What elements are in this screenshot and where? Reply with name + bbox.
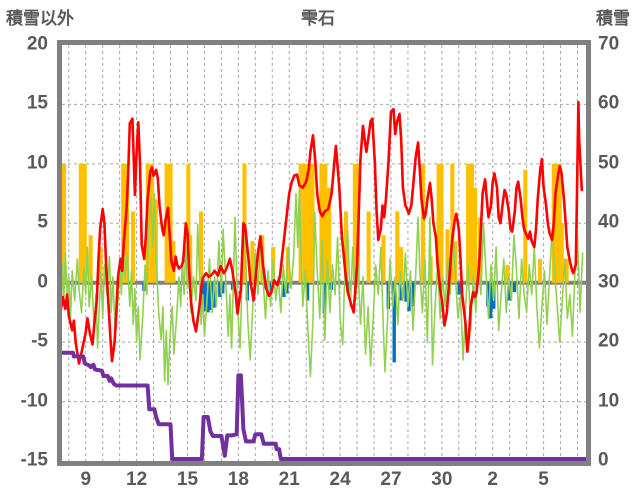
right-tick-label: 20: [598, 330, 620, 352]
orange-bars-bar: [395, 211, 400, 283]
snow-depth-path: [58, 350, 588, 461]
orange-bars-bar: [564, 258, 569, 283]
x-tick-label: 24: [329, 469, 351, 490]
orange-bars-bar: [168, 163, 173, 283]
orange-bars-bar: [88, 235, 93, 283]
blue-bars-bar: [398, 282, 402, 301]
x-tick-label: 30: [431, 469, 453, 490]
right-tick-label: 70: [598, 33, 620, 55]
x-tick-label: 27: [380, 469, 402, 490]
blue-bars-bar: [512, 282, 517, 293]
blue-bars-bar: [268, 282, 272, 293]
left-tick-label: 20: [26, 33, 48, 55]
orange-bars-bar: [450, 163, 455, 283]
orange-bars-bar: [466, 163, 471, 283]
orange-bars-bar: [505, 264, 510, 283]
blue-bars-bar: [489, 282, 493, 319]
x-tick-label: 21: [278, 469, 300, 490]
orange-bars-bar: [559, 223, 564, 283]
orange-bars-bar: [470, 163, 475, 283]
orange-bars-bar: [436, 163, 441, 283]
orange-bars-bar: [327, 187, 332, 283]
left-axis-title: 積雪以外: [6, 9, 74, 28]
chart-title: 雫石: [301, 9, 335, 28]
orange-bars-bar: [445, 229, 450, 283]
left-tick-label: 0: [37, 271, 48, 293]
right-tick-label: 30: [598, 271, 620, 293]
blue-bars-bar: [221, 282, 225, 294]
orange-bars-bar: [131, 211, 136, 283]
blue-bars-bar: [404, 282, 408, 302]
right-tick-label: 50: [598, 152, 620, 174]
orange-bars-bar: [121, 163, 126, 283]
x-tick-label: 12: [126, 469, 148, 490]
blue-bars-bar: [203, 282, 207, 312]
orange-bars-bar: [62, 163, 67, 283]
orange-bars-bar: [420, 163, 425, 283]
orange-bars-bar: [125, 163, 130, 283]
orange-bars-bar: [302, 163, 307, 283]
orange-bars-bar: [554, 163, 559, 283]
blue-bars-bar: [457, 282, 461, 295]
green-line-path: [59, 186, 584, 386]
blue-bars-bar: [411, 282, 415, 307]
orange-bars-bar: [366, 211, 371, 283]
orange-bars-bar: [78, 163, 83, 283]
orange-bars-bar: [319, 163, 324, 283]
left-tick-label: -15: [20, 449, 48, 471]
orange-bars-bar: [306, 163, 311, 283]
orange-bars-bar: [399, 247, 404, 283]
orange-bars-bar: [381, 235, 386, 283]
left-tick-label: 5: [37, 211, 48, 233]
orange-bars-bar: [145, 163, 150, 283]
orange-bars-bar: [439, 163, 444, 283]
right-tick-label: 0: [598, 449, 609, 471]
right-tick-label: 60: [598, 92, 620, 114]
x-tick-label: 5: [538, 469, 549, 490]
plot-border: [57, 40, 591, 466]
orange-bars-bar: [352, 163, 357, 283]
orange-bars-bar: [82, 163, 87, 283]
orange-bars-bar: [323, 163, 328, 283]
orange-bars-bar: [250, 241, 255, 283]
blue-bars-bar: [507, 282, 512, 301]
blue-bars-bar: [206, 282, 210, 313]
left-tick-label: -5: [31, 330, 48, 352]
orange-bars-bar: [186, 163, 191, 283]
orange-bars-bar: [98, 247, 103, 283]
left-tick-label: -10: [20, 390, 48, 412]
blue-bars-bar: [282, 282, 286, 297]
blue-bars-bar: [218, 282, 222, 297]
orange-bars-bar: [523, 169, 528, 283]
x-tick-label: 2: [487, 469, 499, 490]
orange-bars-bar: [199, 211, 204, 283]
left-tick-label: 15: [26, 92, 48, 114]
x-tick-label: 9: [80, 469, 92, 490]
right-axis-title: 積雪: [596, 9, 630, 28]
x-tick-label: 15: [176, 469, 199, 490]
orange-bars-bar: [310, 163, 315, 283]
blue-bars-bar: [392, 282, 396, 363]
orange-bars-bar: [164, 163, 169, 283]
orange-bars-bar: [473, 187, 478, 283]
orange-bars-bar: [188, 235, 193, 283]
right-tick-label: 10: [598, 390, 620, 412]
red-line-path: [58, 100, 584, 365]
orange-bars-bar: [538, 258, 543, 283]
orange-bars-bar: [171, 241, 176, 283]
right-tick-label: 40: [598, 211, 620, 233]
left-tick-label: 10: [26, 152, 48, 174]
x-tick-label: 18: [227, 469, 249, 490]
blue-bars-bar: [305, 282, 310, 301]
